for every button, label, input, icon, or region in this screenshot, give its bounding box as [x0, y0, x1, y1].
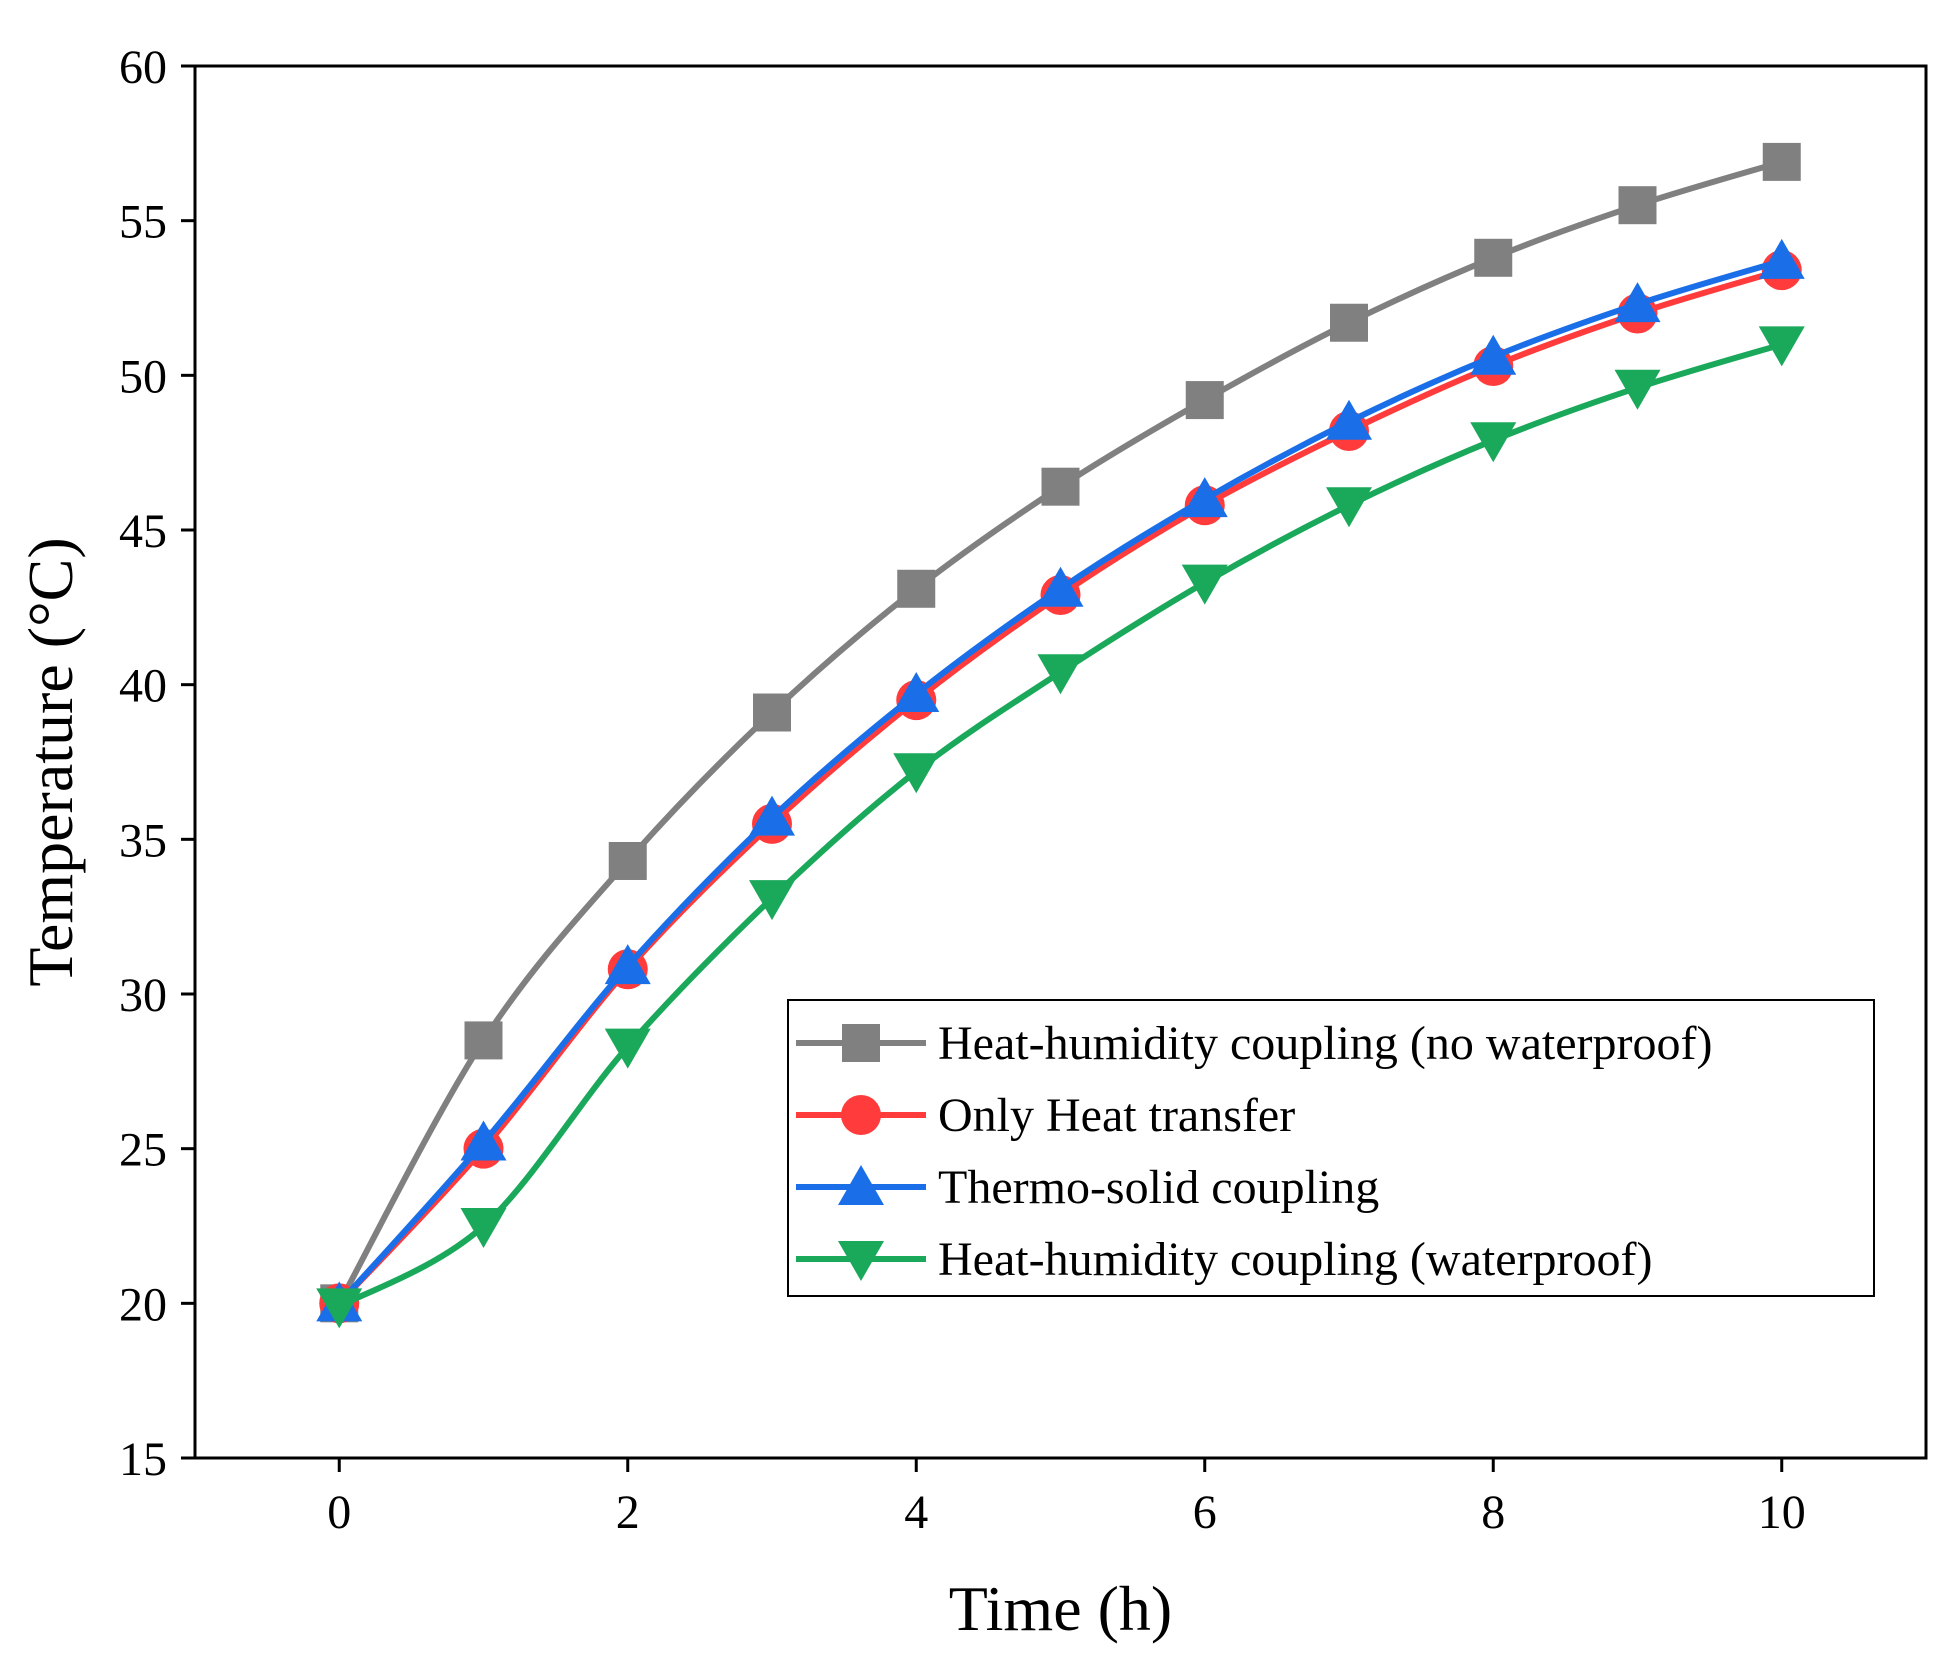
legend-label: Heat-humidity coupling (no waterproof): [938, 1017, 1712, 1070]
data-point: [1037, 566, 1084, 607]
y-tick-label: 40: [119, 660, 167, 713]
x-tick-label: 0: [327, 1486, 351, 1539]
series-line: [336, 159, 1783, 1305]
data-point: [1326, 399, 1372, 440]
data-point: [1330, 303, 1368, 342]
data-point: [897, 569, 936, 608]
legend-label: Thermo-solid coupling: [938, 1161, 1379, 1214]
data-point: [1470, 422, 1517, 463]
y-tick-label: 60: [119, 41, 167, 94]
data-point: [1614, 282, 1661, 323]
y-tick-label: 20: [119, 1278, 167, 1331]
series-line: [337, 341, 1783, 1310]
data-point: [604, 944, 651, 985]
data-point: [893, 671, 940, 712]
y-axis-title: Temperature (°C): [15, 537, 86, 986]
data-point: [753, 693, 791, 732]
data-point: [1758, 326, 1805, 367]
legend-marker: [838, 1241, 884, 1281]
legend-label: Only Heat transfer: [938, 1089, 1295, 1142]
legend-marker: [842, 1024, 880, 1062]
y-tick-label: 45: [119, 505, 167, 558]
data-point: [1614, 369, 1661, 410]
data-point: [608, 841, 647, 880]
data-point: [1041, 467, 1080, 506]
data-point: [749, 880, 795, 921]
axis-ticks: 0 2 4 6 8 10 15 20 25 30 35 40 45 50 55 60: [119, 41, 1806, 1539]
y-tick-label: 15: [119, 1433, 167, 1486]
data-point: [1037, 654, 1084, 695]
y-tick-label: 55: [119, 196, 167, 249]
data-point: [1470, 334, 1517, 375]
data-point: [1185, 381, 1224, 420]
data-point: [1181, 477, 1228, 518]
legend-box: [787, 999, 1875, 1297]
y-tick-label: 35: [119, 814, 167, 867]
data-point: [1181, 564, 1228, 605]
data-point: [1758, 238, 1805, 279]
series-0: [320, 142, 1801, 1323]
data-point: [316, 1288, 363, 1329]
x-axis-title: Time (h): [949, 1573, 1172, 1644]
legend-item: Only Heat transfer: [796, 1089, 1295, 1142]
x-tick-label: 6: [1193, 1486, 1217, 1539]
x-tick-label: 10: [1758, 1486, 1806, 1539]
data-point: [1762, 142, 1801, 181]
y-tick-label: 25: [119, 1124, 167, 1177]
legend-marker: [838, 1165, 884, 1205]
y-tick-label: 50: [119, 350, 167, 403]
data-point: [464, 1021, 503, 1060]
data-point: [460, 1208, 507, 1248]
series-line: [337, 258, 1783, 1306]
series-layer: [316, 142, 1805, 1329]
x-tick-label: 8: [1481, 1486, 1505, 1539]
series-2: [316, 238, 1805, 1322]
legend-marker: [841, 1095, 881, 1135]
x-tick-label: 4: [904, 1486, 928, 1539]
series-3: [316, 326, 1805, 1329]
data-point: [1474, 238, 1513, 277]
data-point: [460, 1120, 507, 1161]
data-point: [1326, 487, 1372, 528]
legend-label: Heat-humidity coupling (waterproof): [938, 1233, 1652, 1286]
legend-item: Heat-humidity coupling (waterproof): [796, 1233, 1652, 1286]
plot-frame: [193, 64, 1928, 1460]
legend-item: Heat-humidity coupling (no waterproof): [796, 1017, 1712, 1070]
x-tick-label: 2: [616, 1486, 640, 1539]
legend: Heat-humidity coupling (no waterproof) On…: [787, 999, 1875, 1297]
data-point: [893, 753, 940, 794]
legend-item: Thermo-solid coupling: [796, 1161, 1379, 1214]
data-point: [604, 1028, 651, 1069]
data-point: [1618, 186, 1657, 225]
data-point: [749, 795, 795, 836]
y-tick-label: 30: [119, 969, 167, 1022]
